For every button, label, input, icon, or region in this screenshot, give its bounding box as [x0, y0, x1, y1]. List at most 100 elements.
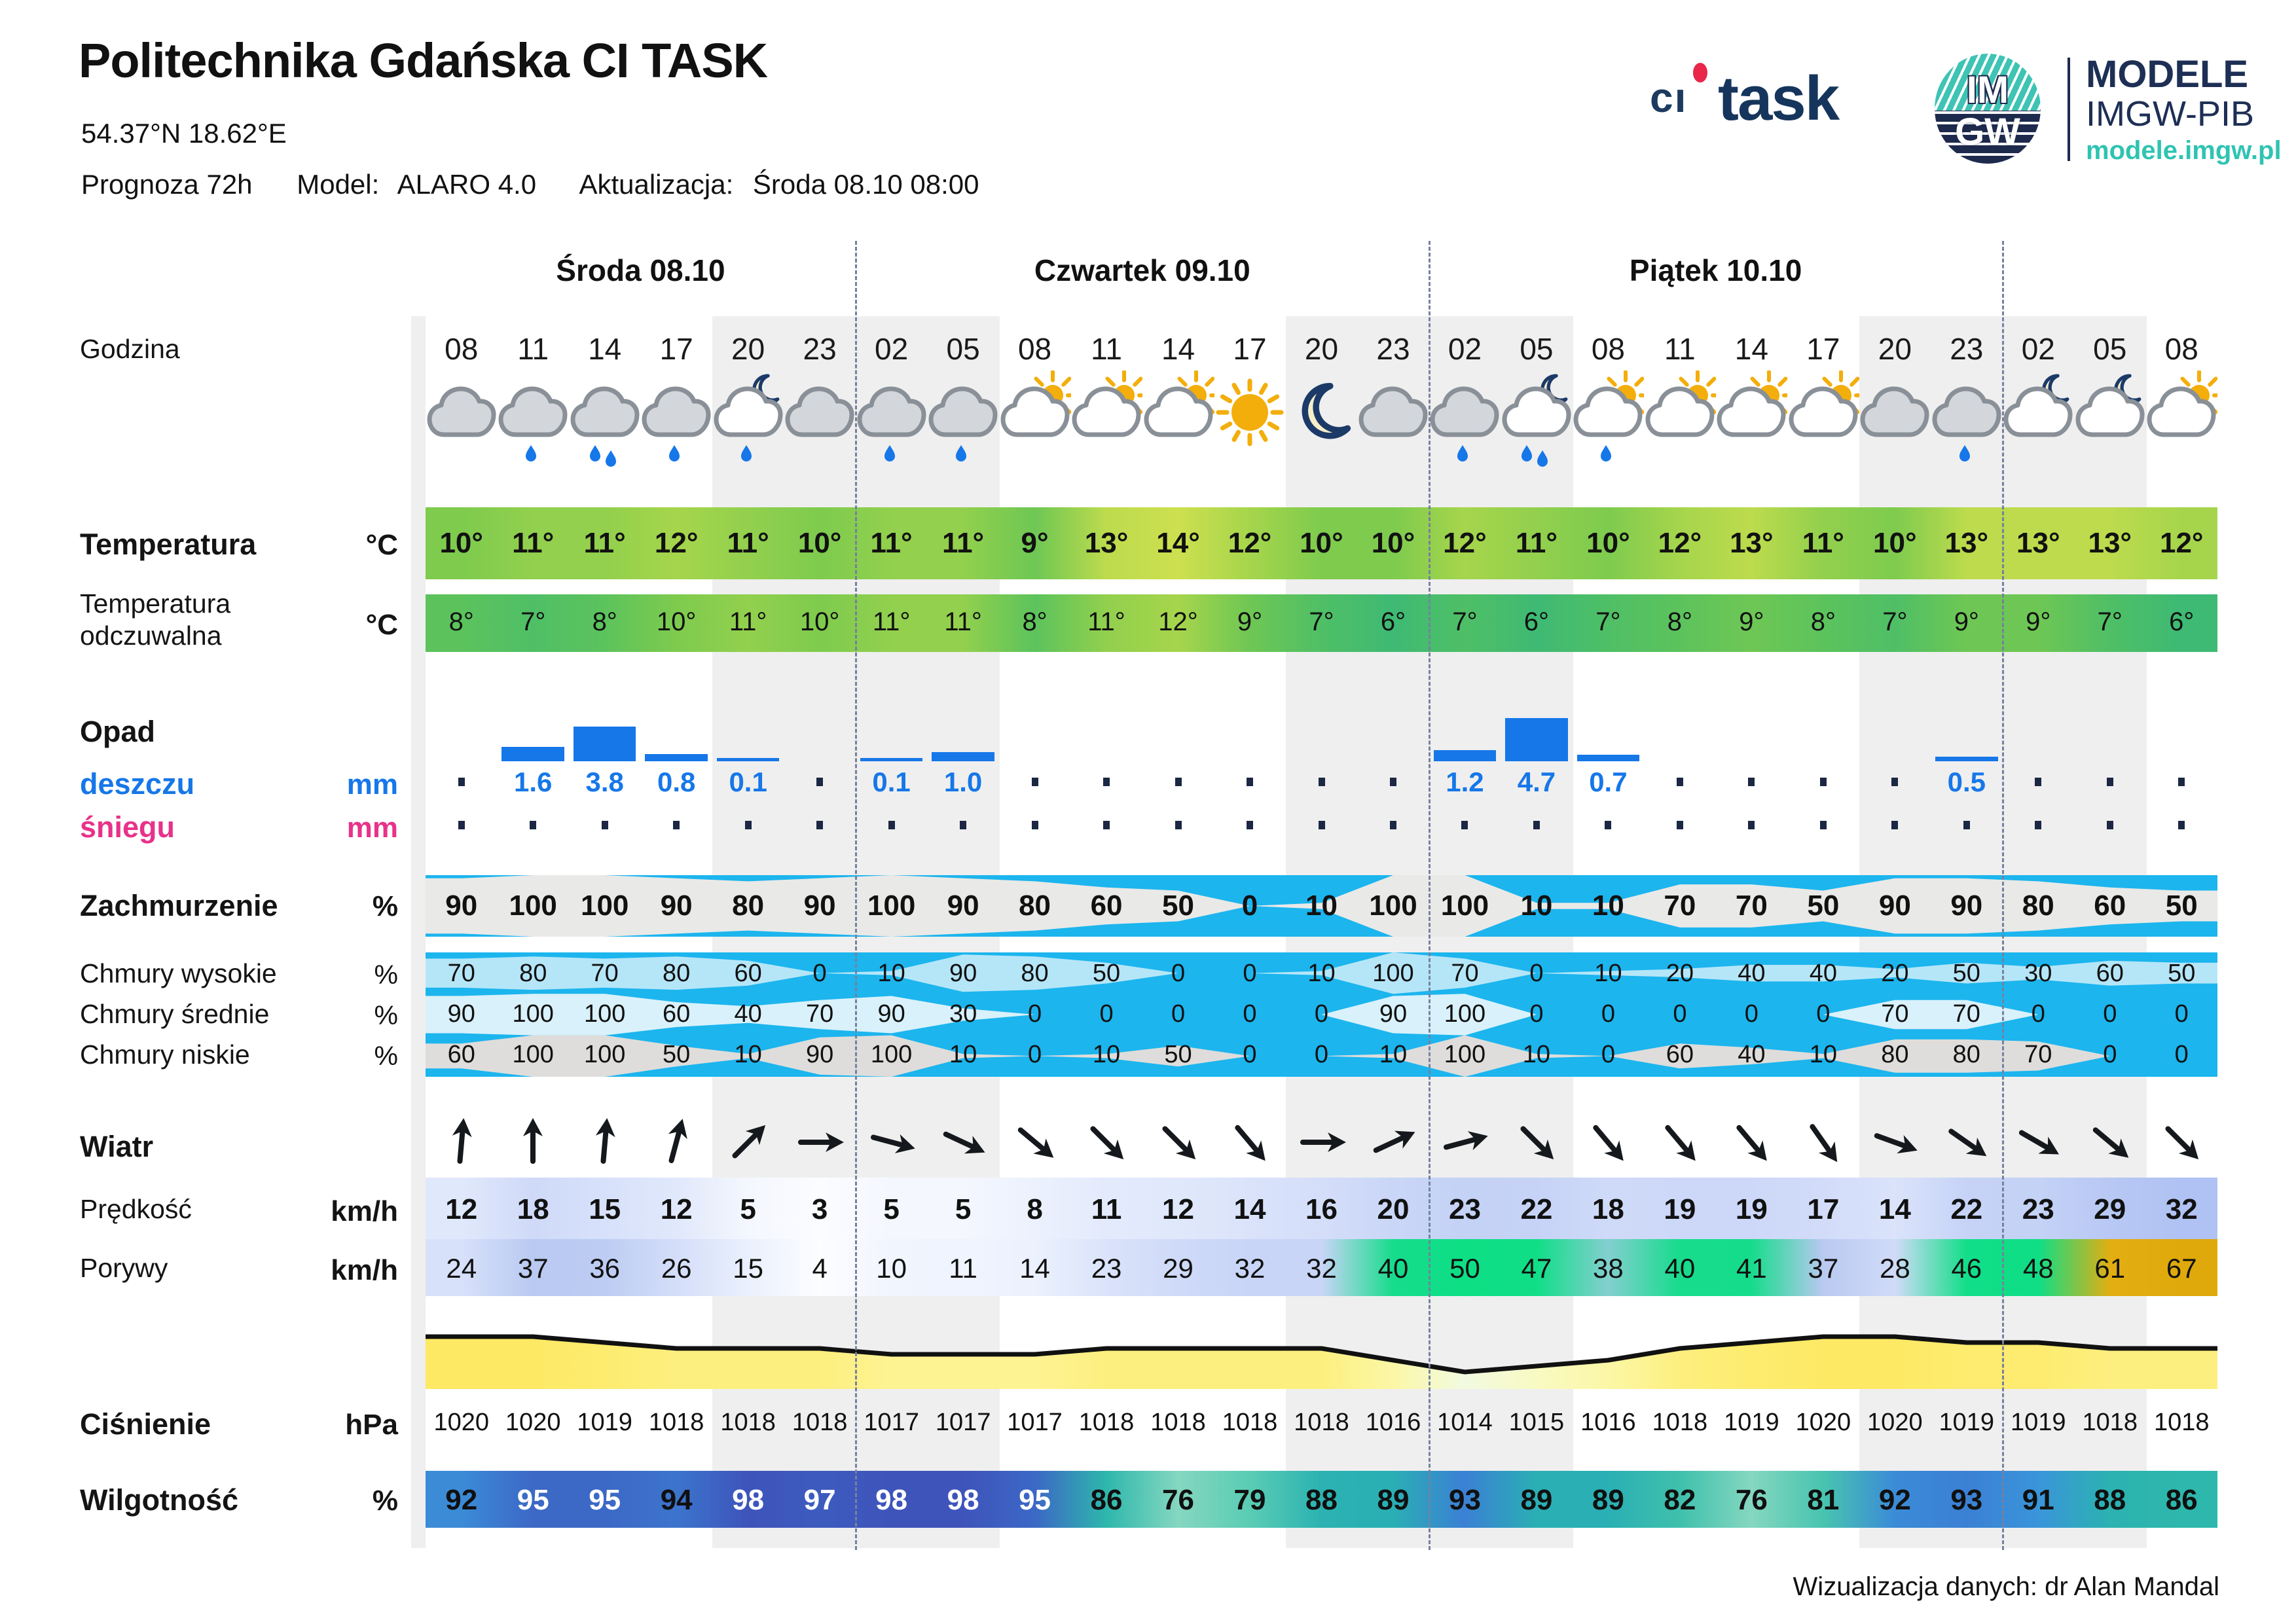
hour-cell: 08 [1591, 332, 1625, 366]
cloud-mid-cell: 0 [2031, 1000, 2045, 1028]
row-label-rain: deszczu [80, 767, 195, 801]
cloud-mid-cell: 0 [1099, 1000, 1114, 1028]
feels-like-cell: 7° [1595, 607, 1621, 636]
rain-bar [645, 754, 708, 761]
pressure-cell: 1020 [1795, 1409, 1851, 1436]
day-separator-line [1428, 241, 1430, 1550]
temperature-cell: 14° [1156, 527, 1200, 559]
credit: Wizualizacja danych: dr Alan Mandal [1793, 1572, 2219, 1601]
weather-icon-cloud-rain1 [640, 370, 712, 475]
snow-cell-none [2106, 821, 2113, 829]
unit-cloud-high: % [374, 960, 398, 990]
weather-icon-moon-cloud-rain1 [712, 370, 784, 475]
cloud-high-cell: 100 [1372, 960, 1414, 987]
rain-bar [932, 752, 994, 761]
cloud-total-cell: 80 [732, 890, 765, 922]
wind-speed-cell: 5 [955, 1193, 972, 1225]
wind-direction-arrow-icon [503, 1113, 562, 1172]
snow-cell-none [2035, 821, 2042, 829]
feels-like-cell: 10° [656, 607, 697, 636]
feels-like-cell: 7° [520, 607, 546, 636]
hour-cell: 11 [517, 332, 549, 366]
temperature-cell: 10° [1371, 527, 1415, 559]
humidity-cell: 89 [1377, 1484, 1410, 1516]
cloud-low-cell: 0 [1243, 1041, 1257, 1068]
wind-gust-cell: 46 [1951, 1253, 1982, 1284]
cloud-mid-cell: 90 [1379, 1000, 1408, 1028]
temperature-cell: 11° [870, 527, 913, 559]
rain-cell: 0.7 [1589, 767, 1628, 797]
humidity-cell: 95 [517, 1484, 549, 1516]
snow-cell-none [816, 821, 824, 829]
modele-subtitle: IMGW-PIB [2086, 94, 2255, 134]
cloud-mid-cell: 0 [2174, 1000, 2189, 1028]
wind-gust-cell: 29 [1163, 1253, 1194, 1284]
day-label: Czwartek 09.10 [1034, 253, 1250, 287]
rain-cell: 1.6 [514, 767, 553, 797]
temperature-cell: 11° [1515, 527, 1558, 559]
hour-cell: 11 [1091, 332, 1122, 366]
temperature-cell: 10° [1586, 527, 1630, 559]
cloud-low-cell: 10 [1092, 1041, 1121, 1068]
weather-icon-moon-cloud [2074, 370, 2146, 475]
weather-icon-sun-cloud-rain1 [1572, 370, 1645, 475]
pressure-cell: 1018 [1150, 1409, 1206, 1436]
wind-speed-cell: 12 [660, 1193, 693, 1225]
rain-cell-none [816, 778, 824, 786]
temperature-cell: 11° [942, 527, 985, 559]
wind-speed-cell: 12 [1162, 1193, 1194, 1225]
weather-icon-sun-cloud [1715, 370, 1788, 475]
feels-like-cell: 11° [944, 607, 982, 636]
cloud-low-cell: 10 [1379, 1041, 1408, 1068]
cloud-low-cell: 0 [2103, 1041, 2117, 1068]
cloud-low-cell: 60 [1666, 1041, 1694, 1068]
cloud-total-cell: 100 [580, 890, 629, 922]
row-label-wind-speed: Prędkość [80, 1194, 192, 1224]
wind-direction-arrow-icon [1435, 1113, 1494, 1172]
cloud-total-cell: 90 [1950, 890, 1983, 922]
rain-cell: 1.2 [1446, 767, 1484, 797]
temperature-cell: 13° [2088, 527, 2132, 559]
cloud-low-cell: 80 [1881, 1041, 1909, 1068]
snow-cell-none [1676, 821, 1683, 829]
temperature-cell: 10° [797, 527, 842, 559]
wind-gust-cell: 14 [1019, 1253, 1050, 1284]
hour-cell: 08 [2164, 332, 2198, 366]
wind-speed-cell: 14 [1878, 1193, 1911, 1225]
feels-like-cell: 6° [1380, 607, 1406, 636]
feels-like-cell: 6° [2169, 607, 2195, 636]
rain-cell-none [1819, 778, 1827, 786]
cloud-high-cell: 60 [2096, 960, 2124, 987]
wind-gust-cell: 26 [661, 1253, 692, 1284]
wind-gust-cell: 10 [876, 1253, 907, 1284]
feels-like-cell: 9° [1739, 607, 1764, 636]
snow-cell-none [1103, 821, 1110, 829]
temperature-cell: 10° [439, 527, 483, 559]
rain-bar [1433, 750, 1497, 761]
cloud-high-cell: 60 [734, 960, 762, 987]
rain-bar [716, 758, 780, 761]
wind-speed-band [426, 1178, 2217, 1239]
humidity-cell: 98 [875, 1484, 908, 1516]
cloud-high-cell: 0 [1529, 960, 1544, 987]
rain-cell: 0.8 [657, 767, 696, 797]
weather-icon-cloud [1859, 370, 1931, 475]
rain-cell: 0.1 [729, 767, 767, 797]
wind-speed-cell: 32 [2165, 1193, 2198, 1225]
wind-direction-arrow-icon [934, 1113, 993, 1172]
cloud-layers-chart [426, 952, 2217, 1077]
rain-bar [573, 727, 636, 761]
humidity-cell: 79 [1233, 1484, 1266, 1516]
row-label-humidity: Wilgotność [80, 1483, 239, 1517]
row-label-pressure: Ciśnienie [80, 1407, 211, 1441]
wind-speed-cell: 14 [1233, 1193, 1266, 1225]
wind-gust-cell: 28 [1879, 1253, 1910, 1284]
weather-icon-sun-cloud [1070, 370, 1143, 475]
rain-cell-none [1676, 778, 1683, 786]
cloud-high-cell: 0 [1243, 960, 1257, 987]
temperature-cell: 12° [654, 527, 699, 559]
cloud-high-cell: 70 [591, 960, 619, 987]
humidity-cell: 95 [589, 1484, 621, 1516]
pressure-cell: 1018 [2153, 1409, 2210, 1436]
humidity-cell: 93 [1448, 1484, 1481, 1516]
